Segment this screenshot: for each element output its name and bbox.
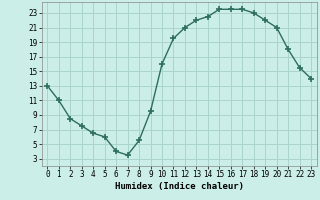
X-axis label: Humidex (Indice chaleur): Humidex (Indice chaleur) bbox=[115, 182, 244, 191]
